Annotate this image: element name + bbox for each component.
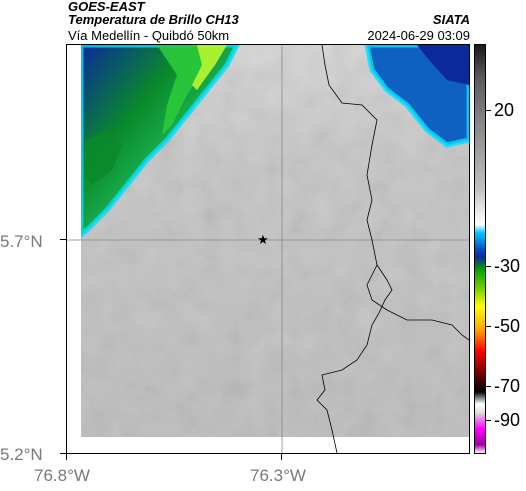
agency-label: SIATA: [432, 12, 470, 27]
colorbar-tick: [486, 110, 491, 111]
satellite-map: ★: [66, 44, 470, 454]
colorbar-label-minus50: -50: [494, 316, 521, 336]
lat-label-5-2: 5.2°N: [0, 445, 43, 464]
border-line-south: [316, 264, 393, 453]
map-canvas: ★: [67, 45, 469, 453]
lon-tick: [281, 454, 282, 460]
satellite-title: GOES-EAST: [68, 0, 145, 14]
region-subtitle: Vía Medellín - Quibdó 50km: [68, 28, 230, 43]
colorbar-label-minus70: -70: [494, 376, 521, 396]
colorbar-label-minus30: -30: [494, 256, 521, 276]
product-title: Temperatura de Brillo CH13: [68, 12, 239, 27]
colorbar: [474, 44, 486, 454]
location-marker: ★: [257, 232, 269, 247]
lat-label-5-7: 5.7°N: [0, 232, 43, 251]
lat-tick: [60, 239, 66, 240]
colorbar-tick: [486, 326, 491, 327]
border-line: [321, 45, 469, 341]
lon-label-76-3: 76.3°W: [250, 466, 306, 485]
colorbar-label-minus90: -90: [494, 410, 521, 430]
lon-tick: [66, 454, 67, 460]
colorbar-tick: [486, 386, 491, 387]
lon-label-76-8: 76.8°W: [34, 466, 90, 485]
colorbar-tick: [486, 266, 491, 267]
timestamp-label: 2024-06-29 03:09: [367, 28, 470, 43]
lat-tick: [60, 453, 66, 454]
colorbar-tick: [486, 420, 491, 421]
imagery-layer: [81, 45, 469, 437]
colorbar-label-20: 20: [494, 100, 515, 120]
